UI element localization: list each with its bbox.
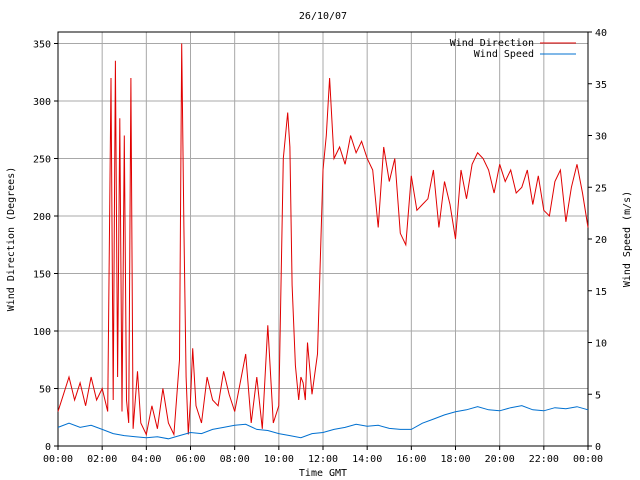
x-tick-label: 14:00 (352, 454, 382, 465)
x-tick-label: 00:00 (43, 454, 73, 465)
series-line-wind-speed (57, 405, 589, 440)
legend: Wind Direction Wind Speed (450, 38, 576, 60)
legend-label-wind-direction: Wind Direction (450, 38, 534, 49)
y-tick-label: 150 (33, 270, 51, 281)
y-axis-right-ticks: 0 5 10 15 20 25 30 35 40 (588, 28, 607, 453)
legend-label-wind-speed: Wind Speed (474, 49, 534, 60)
x-tick-label: 06:00 (175, 454, 205, 465)
y-tick-label: 350 (33, 40, 51, 51)
x-tick-label: 02:00 (87, 454, 117, 465)
x-axis-label: Time GMT (299, 468, 347, 479)
y-tick-label: 100 (33, 327, 51, 338)
x-tick-label: 10:00 (264, 454, 294, 465)
y-right-tick-label: 25 (595, 183, 607, 194)
y-right-tick-label: 10 (595, 339, 607, 350)
x-tick-label: 08:00 (220, 454, 250, 465)
x-tick-label: 04:00 (131, 454, 161, 465)
y-tick-label: 50 (39, 385, 51, 396)
y-tick-label: 200 (33, 212, 51, 223)
x-tick-label: 22:00 (529, 454, 559, 465)
y-right-tick-label: 40 (595, 28, 607, 39)
x-tick-label: 18:00 (440, 454, 470, 465)
x-tick-label: 12:00 (308, 454, 338, 465)
y-right-tick-label: 35 (595, 80, 607, 91)
y-axis-left-ticks: 0 50 100 150 200 250 300 350 (33, 40, 58, 453)
y-tick-label: 0 (45, 442, 51, 453)
series-line-wind-direction (57, 43, 589, 437)
y-right-tick-label: 30 (595, 132, 607, 143)
y-right-tick-label: 0 (595, 442, 601, 453)
y-axis-right-label: Wind Speed (m/s) (622, 191, 633, 287)
x-tick-label: 16:00 (396, 454, 426, 465)
x-axis-ticks: 00:00 02:00 04:00 06:00 08:00 10:00 12:00 14:00… (43, 446, 603, 465)
chart-title: 26/10/07 (299, 11, 347, 22)
y-tick-label: 300 (33, 97, 51, 108)
x-tick-label: 00:00 (573, 454, 603, 465)
y-right-tick-label: 20 (595, 235, 607, 246)
y-tick-label: 250 (33, 155, 51, 166)
y-right-tick-label: 15 (595, 287, 607, 298)
series-lines (57, 43, 589, 440)
y-axis-left-label: Wind Direction (Degrees) (6, 167, 17, 312)
grid-lines (58, 32, 588, 446)
y-right-tick-label: 5 (595, 390, 601, 401)
x-tick-label: 20:00 (485, 454, 515, 465)
